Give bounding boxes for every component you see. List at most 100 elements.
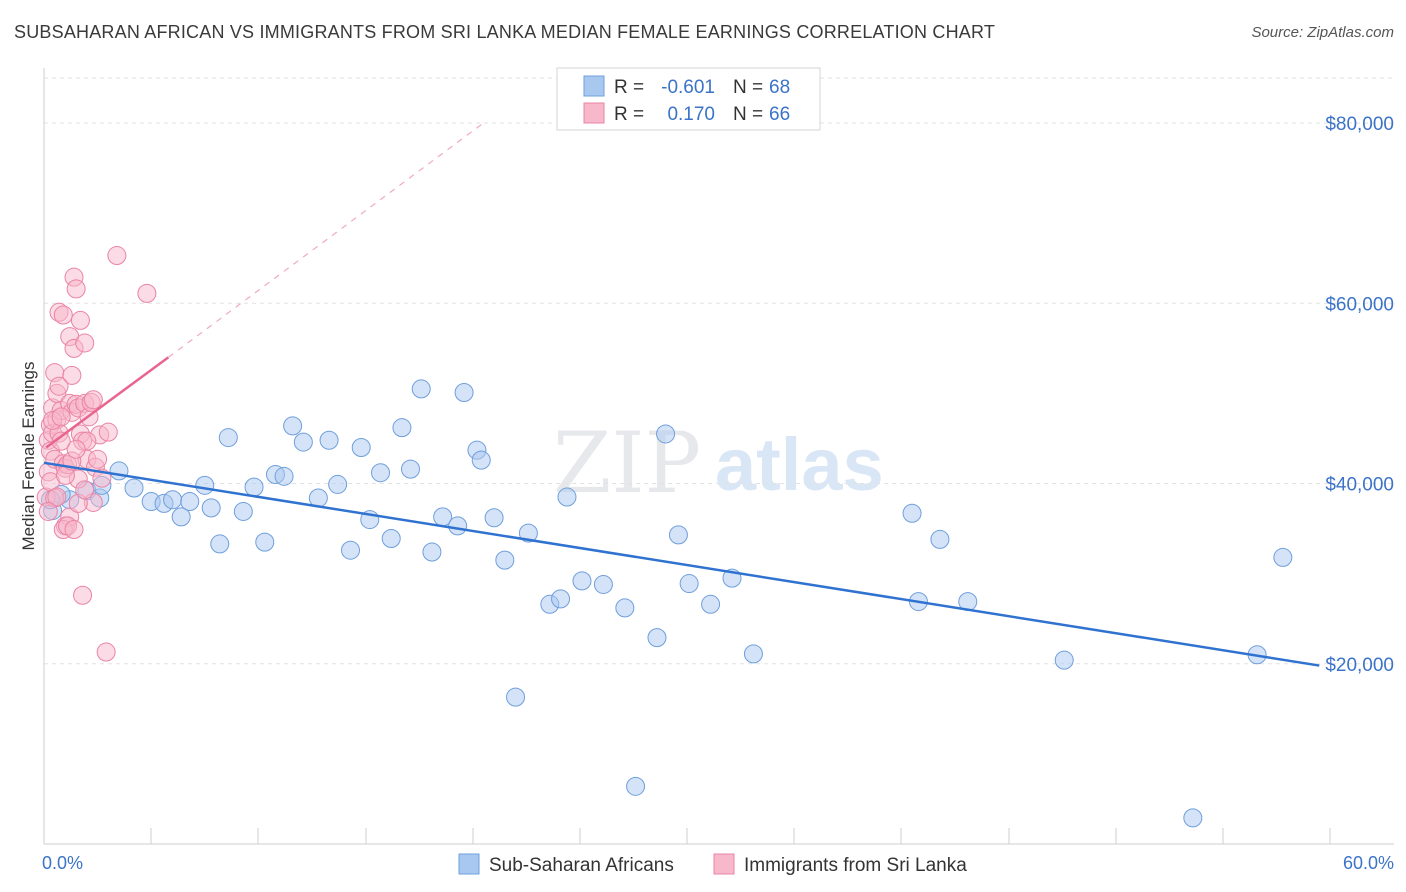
point-blue-63: [1183, 808, 1203, 828]
correlation-legend: R = -0.601 N = 68 R = 0.170 N = 66: [556, 67, 821, 131]
point-blue-25: [328, 474, 348, 494]
point-blue-41: [495, 550, 515, 570]
x-axis-ticks: [43, 828, 1331, 844]
point-blue-29: [371, 463, 391, 483]
x-tick-label-min: 0.0%: [42, 853, 83, 873]
legend-swatch-pink: [583, 102, 605, 124]
point-blue-31: [392, 418, 412, 438]
legend-n-value-1: 66: [769, 104, 790, 125]
point-blue-15: [218, 428, 238, 448]
legend-r-value-0: -0.601: [661, 77, 715, 98]
point-pink-54: [64, 519, 84, 539]
chart-title: SUBSAHARAN AFRICAN VS IMMIGRANTS FROM SR…: [14, 22, 996, 42]
point-blue-6: [124, 478, 144, 498]
legend-r-label-1: R =: [614, 104, 644, 125]
point-blue-43: [518, 523, 538, 543]
point-blue-54: [679, 574, 699, 594]
point-blue-50: [626, 776, 646, 796]
point-blue-34: [422, 542, 442, 562]
legend-swatch-blue: [583, 75, 605, 97]
point-pink-46: [96, 642, 116, 662]
watermark-atlas: atlas: [715, 423, 884, 506]
point-pink-64: [51, 407, 71, 427]
legend-n-label-0: N =: [733, 77, 763, 98]
point-pink-63: [75, 480, 95, 500]
point-blue-12: [195, 475, 215, 495]
watermark-zip: ZIP: [553, 414, 701, 512]
y-tick-label-80000: $80,000: [1325, 114, 1394, 135]
y-tick-label-20000: $20,000: [1325, 655, 1394, 676]
trend-lines: [43, 122, 1320, 667]
legend-r-value-1: 0.170: [667, 104, 715, 125]
point-pink-51: [47, 487, 67, 507]
point-blue-18: [255, 532, 275, 552]
point-pink-17: [53, 305, 73, 325]
legend-r-label-0: R =: [614, 77, 644, 98]
point-blue-45: [551, 589, 571, 609]
point-pink-61: [83, 390, 103, 410]
point-pink-65: [66, 439, 86, 459]
point-blue-20: [274, 466, 294, 486]
point-pink-14: [51, 431, 71, 451]
point-blue-24: [319, 430, 339, 450]
point-blue-55: [701, 594, 721, 614]
point-blue-10: [171, 507, 191, 527]
point-blue-40: [484, 508, 504, 528]
series-sri-lanka: [36, 246, 157, 662]
point-blue-60: [930, 529, 950, 549]
point-blue-48: [593, 574, 613, 594]
point-blue-42: [506, 687, 526, 707]
trend-line-blue: [43, 461, 1320, 667]
y-tick-label-60000: $60,000: [1325, 294, 1394, 315]
point-blue-33: [411, 379, 431, 399]
y-axis-tick-labels: $20,000 $40,000 $60,000 $80,000: [1325, 114, 1394, 676]
point-blue-53: [668, 525, 688, 545]
point-pink-36: [75, 333, 95, 353]
point-blue-49: [615, 598, 635, 618]
point-blue-32: [401, 459, 421, 479]
legend-n-label-1: N =: [733, 104, 763, 125]
point-blue-21: [283, 416, 303, 436]
point-blue-5: [109, 461, 129, 481]
point-blue-26: [340, 540, 360, 560]
point-blue-58: [902, 503, 922, 523]
series-legend-swatch-blue: [458, 853, 480, 875]
point-pink-43: [88, 449, 108, 469]
point-blue-9: [163, 490, 183, 510]
point-blue-47: [572, 571, 592, 591]
point-pink-48: [107, 246, 127, 266]
point-pink-57: [49, 376, 69, 396]
trend-line-pink: [45, 356, 170, 449]
point-blue-13: [201, 498, 221, 518]
point-pink-62: [38, 501, 58, 521]
series-legend: Sub-Saharan Africans Immigrants from Sri…: [458, 853, 967, 876]
series-legend-label-blue: Sub-Saharan Africans: [489, 855, 674, 876]
y-tick-label-40000: $40,000: [1325, 475, 1394, 496]
point-pink-47: [98, 422, 118, 442]
x-tick-label-max: 60.0%: [1343, 853, 1394, 873]
point-blue-14: [210, 534, 230, 554]
legend-n-value-0: 68: [769, 77, 790, 98]
point-pink-35: [73, 585, 93, 605]
point-pink-24: [62, 365, 82, 385]
point-blue-37: [454, 383, 474, 403]
point-blue-46: [557, 487, 577, 507]
point-blue-16: [233, 501, 253, 521]
point-blue-27: [351, 437, 371, 457]
point-pink-32: [70, 310, 90, 330]
y-axis-label: Median Female Earnings: [19, 362, 38, 551]
point-pink-28: [66, 279, 86, 299]
point-pink-49: [137, 283, 157, 303]
point-blue-30: [381, 529, 401, 549]
point-blue-57: [743, 644, 763, 664]
point-blue-52: [656, 424, 676, 444]
point-blue-65: [1273, 547, 1293, 567]
series-legend-label-pink: Immigrants from Sri Lanka: [744, 855, 967, 876]
point-blue-62: [1054, 650, 1074, 670]
trend-line-pink-extension: [167, 122, 484, 358]
series-legend-swatch-pink: [713, 853, 735, 875]
point-blue-17: [244, 477, 264, 497]
point-blue-22: [293, 432, 313, 452]
point-blue-39: [471, 450, 491, 470]
